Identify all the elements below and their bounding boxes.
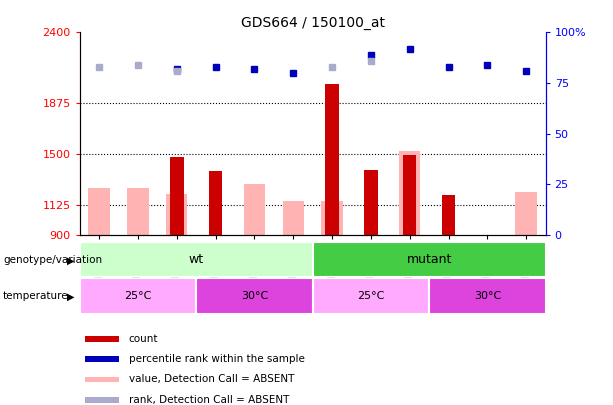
Bar — [85, 356, 119, 362]
Bar — [403, 155, 416, 235]
Bar — [313, 278, 429, 314]
Bar — [170, 157, 183, 235]
Text: percentile rank within the sample: percentile rank within the sample — [129, 354, 305, 364]
Text: 25°C: 25°C — [124, 291, 151, 301]
Bar — [429, 278, 546, 314]
Bar — [85, 377, 119, 382]
Bar — [209, 171, 223, 235]
Text: count: count — [129, 334, 158, 344]
Text: rank, Detection Call = ABSENT: rank, Detection Call = ABSENT — [129, 395, 289, 405]
Bar — [80, 278, 196, 314]
Text: ▶: ▶ — [67, 256, 75, 265]
Bar — [244, 184, 265, 235]
Text: 30°C: 30°C — [474, 291, 501, 301]
Bar — [399, 151, 421, 235]
Text: value, Detection Call = ABSENT: value, Detection Call = ABSENT — [129, 375, 294, 384]
Text: 25°C: 25°C — [357, 291, 384, 301]
Text: 30°C: 30°C — [241, 291, 268, 301]
Bar — [128, 188, 148, 235]
Text: genotype/variation: genotype/variation — [3, 256, 102, 265]
Bar — [364, 170, 378, 235]
Bar — [80, 242, 313, 277]
Bar — [85, 397, 119, 403]
Bar — [283, 201, 304, 235]
Text: ▶: ▶ — [67, 292, 75, 301]
Bar — [85, 336, 119, 342]
Text: temperature: temperature — [3, 292, 69, 301]
Title: GDS664 / 150100_at: GDS664 / 150100_at — [241, 16, 384, 30]
Bar — [313, 242, 546, 277]
Bar — [516, 192, 537, 235]
Text: wt: wt — [189, 253, 204, 266]
Bar — [326, 84, 339, 235]
Bar — [442, 195, 455, 235]
Bar — [88, 188, 110, 235]
Bar — [321, 201, 343, 235]
Text: mutant: mutant — [406, 253, 452, 266]
Bar — [196, 278, 313, 314]
Bar — [166, 194, 188, 235]
